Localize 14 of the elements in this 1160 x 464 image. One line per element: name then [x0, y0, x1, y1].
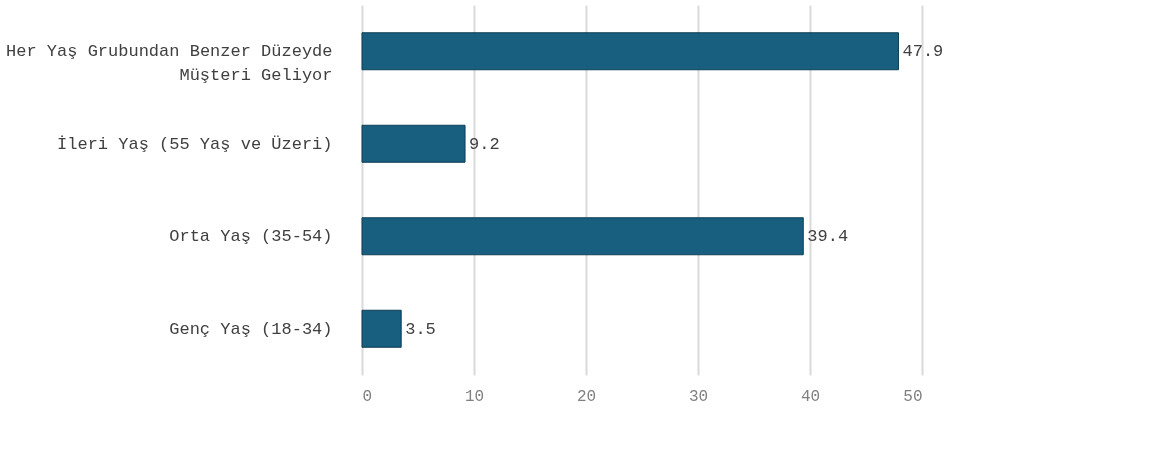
data-label: 39.4	[807, 227, 849, 247]
data-label: 9.2	[469, 134, 500, 154]
x-tick-label: 0	[362, 387, 373, 406]
x-tick-label: 30	[688, 387, 709, 406]
y-tick-label: Genç Yaş (18-34)	[169, 319, 333, 339]
x-tick-label: 20	[576, 387, 597, 406]
x-tick-label: 40	[800, 387, 821, 406]
data-label: 47.9	[902, 42, 944, 62]
data-label: 3.5	[405, 319, 436, 339]
y-tick-label: İleri Yaş (55 Yaş ve Üzeri)	[57, 134, 333, 154]
y-tick-label: Her Yaş Grubundan Benzer Düzeyde Müşteri Geliyor	[6, 42, 333, 86]
x-tick-label: 10	[464, 387, 485, 406]
x-tick-label: 50	[903, 387, 923, 406]
y-tick-label: Orta Yaş (35-54)	[169, 227, 333, 247]
